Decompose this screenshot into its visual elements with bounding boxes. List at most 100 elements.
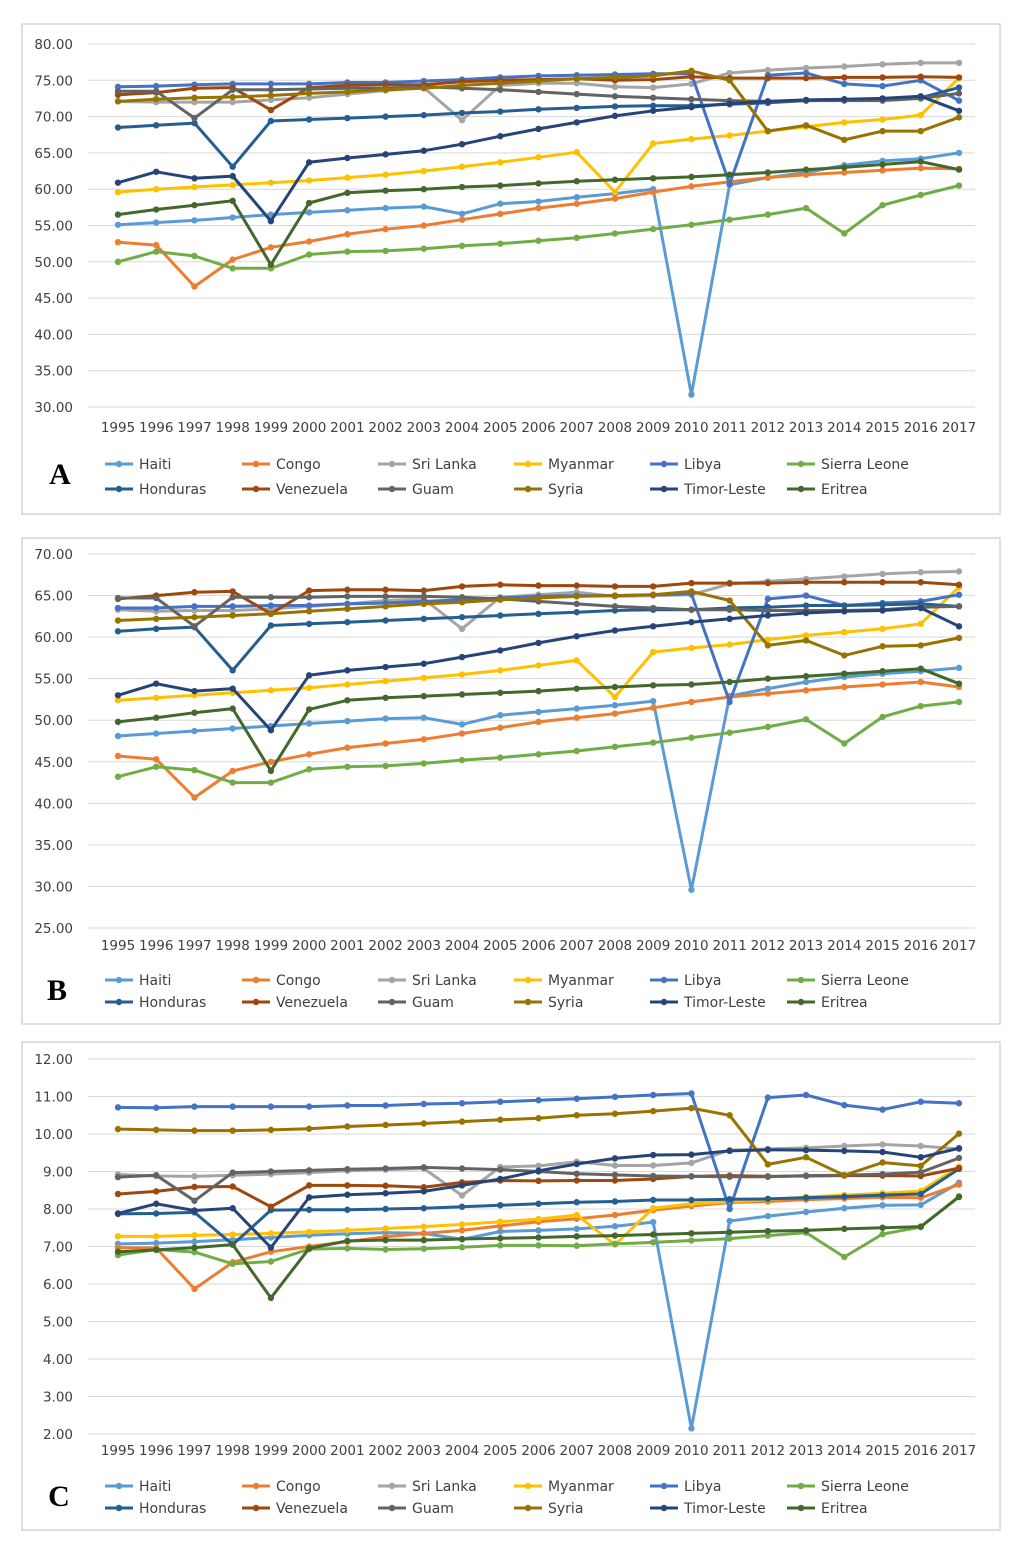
data-point xyxy=(497,596,504,603)
x-tick-label: 1995 xyxy=(101,1443,135,1459)
data-point xyxy=(344,1166,351,1173)
data-point xyxy=(344,1182,351,1189)
data-point xyxy=(344,717,351,725)
data-point xyxy=(841,1193,848,1200)
data-point xyxy=(344,763,351,770)
data-point xyxy=(267,217,275,225)
data-point xyxy=(764,1232,772,1239)
data-point xyxy=(458,183,466,191)
legend-item-syria: Syria xyxy=(514,1501,583,1517)
data-point xyxy=(267,244,275,251)
data-point xyxy=(688,588,695,595)
data-point xyxy=(458,140,466,148)
data-point xyxy=(688,1159,695,1167)
data-point xyxy=(458,117,466,124)
data-point xyxy=(420,222,428,229)
data-point xyxy=(229,685,236,692)
data-point xyxy=(764,675,772,682)
data-point xyxy=(802,166,810,173)
x-tick-label: 2000 xyxy=(292,938,326,954)
data-point xyxy=(267,767,275,775)
data-point xyxy=(229,1169,236,1176)
data-point xyxy=(229,705,236,712)
data-point xyxy=(305,706,313,713)
data-point xyxy=(611,693,619,701)
data-point xyxy=(344,1237,351,1245)
series-syria xyxy=(114,1104,963,1179)
data-point xyxy=(497,667,504,674)
x-tick-label: 2000 xyxy=(292,420,326,436)
series-timor-leste xyxy=(114,93,963,225)
data-point xyxy=(458,721,466,728)
data-point xyxy=(611,1162,619,1169)
x-tick-label: 1999 xyxy=(254,420,288,436)
data-point xyxy=(267,179,275,186)
data-point xyxy=(573,104,580,112)
data-point xyxy=(114,773,122,780)
legend-swatch-marker xyxy=(797,1482,805,1490)
data-point xyxy=(267,80,275,88)
data-point xyxy=(191,727,198,735)
data-point xyxy=(344,231,351,238)
data-point xyxy=(802,64,810,72)
data-point xyxy=(611,627,619,634)
data-point xyxy=(726,1217,733,1225)
x-tick-label: 2005 xyxy=(483,420,517,436)
data-point xyxy=(382,677,389,685)
y-tick-label: 80.00 xyxy=(34,37,73,53)
data-point xyxy=(802,602,810,609)
data-point xyxy=(497,86,504,93)
x-tick-label: 2007 xyxy=(560,1443,594,1459)
data-point xyxy=(420,674,428,682)
data-point xyxy=(688,1230,695,1237)
data-point xyxy=(802,69,810,77)
data-point xyxy=(191,217,198,224)
data-point xyxy=(191,201,198,209)
x-tick-label: 2014 xyxy=(827,420,861,436)
data-point xyxy=(191,1127,198,1134)
y-tick-label: 5.00 xyxy=(43,1315,73,1331)
data-point xyxy=(229,594,236,601)
data-point xyxy=(344,88,351,96)
legend-label: Eritrea xyxy=(821,482,868,498)
data-point xyxy=(955,107,963,114)
data-point xyxy=(382,740,389,747)
data-point xyxy=(114,87,122,95)
data-point xyxy=(917,665,924,672)
data-point xyxy=(841,1142,848,1150)
data-point xyxy=(229,1205,236,1212)
data-point xyxy=(535,88,542,96)
data-point xyxy=(458,1227,466,1234)
x-tick-label: 2004 xyxy=(445,1443,479,1459)
data-point xyxy=(229,1260,236,1267)
data-point xyxy=(917,1223,924,1230)
data-point xyxy=(649,1162,657,1169)
data-point xyxy=(611,74,619,81)
x-tick-label: 2006 xyxy=(521,938,555,954)
data-point xyxy=(688,183,695,190)
panel-border xyxy=(21,23,1001,515)
data-point xyxy=(458,163,466,170)
legend-swatch-marker xyxy=(388,1482,396,1490)
data-point xyxy=(955,1100,963,1107)
x-tick-label: 2000 xyxy=(292,1443,326,1459)
legend-item-congo: Congo xyxy=(242,1479,321,1495)
data-point xyxy=(497,210,504,218)
data-point xyxy=(917,93,924,100)
data-point xyxy=(649,1205,657,1212)
data-point xyxy=(153,248,160,255)
data-point xyxy=(573,178,580,185)
data-point xyxy=(879,681,886,688)
data-point xyxy=(649,84,657,91)
data-point xyxy=(535,198,542,205)
legend-swatch-marker xyxy=(660,460,668,468)
legend-item-sierra-leone: Sierra Leone xyxy=(787,457,909,473)
data-point xyxy=(420,587,428,594)
data-point xyxy=(153,95,160,103)
data-point xyxy=(458,1221,466,1228)
legend-item-congo: Congo xyxy=(242,973,321,989)
data-point xyxy=(841,608,848,615)
data-point xyxy=(420,1100,428,1108)
x-tick-label: 2006 xyxy=(521,420,555,436)
data-point xyxy=(305,587,313,594)
